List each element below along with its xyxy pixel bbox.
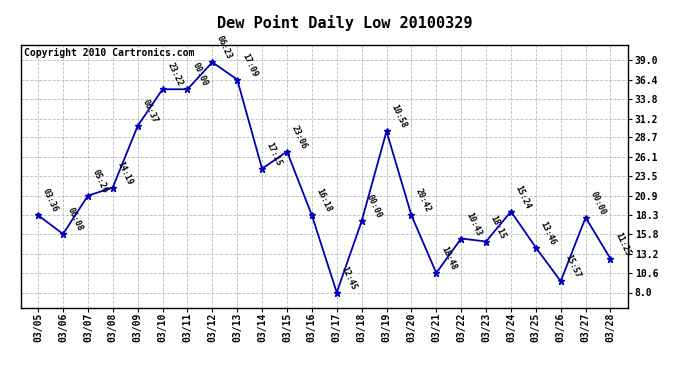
Text: 13:46: 13:46: [539, 220, 558, 246]
Text: 11:25: 11:25: [613, 231, 632, 257]
Text: 15:24: 15:24: [514, 184, 533, 210]
Text: 10:43: 10:43: [464, 211, 483, 237]
Text: 18:48: 18:48: [439, 245, 457, 272]
Text: Copyright 2010 Cartronics.com: Copyright 2010 Cartronics.com: [23, 48, 194, 58]
Text: 14:19: 14:19: [115, 160, 135, 186]
Text: 20:42: 20:42: [414, 188, 433, 214]
Text: 23:22: 23:22: [166, 62, 184, 88]
Text: 15:57: 15:57: [564, 254, 582, 280]
Text: 18:15: 18:15: [489, 214, 508, 240]
Text: 05:26: 05:26: [90, 168, 110, 194]
Text: 00:00: 00:00: [589, 190, 607, 216]
Text: 17:15: 17:15: [265, 141, 284, 167]
Text: 06:08: 06:08: [66, 206, 84, 232]
Text: 16:18: 16:18: [315, 188, 333, 214]
Text: 00:00: 00:00: [190, 62, 209, 88]
Text: 03:36: 03:36: [41, 188, 59, 214]
Text: 17:09: 17:09: [240, 52, 259, 78]
Text: Dew Point Daily Low 20100329: Dew Point Daily Low 20100329: [217, 15, 473, 31]
Text: 06:23: 06:23: [215, 34, 234, 61]
Text: 23:06: 23:06: [290, 124, 308, 150]
Text: 06:37: 06:37: [141, 98, 159, 124]
Text: 00:00: 00:00: [364, 194, 383, 220]
Text: 12:45: 12:45: [339, 265, 358, 291]
Text: 10:58: 10:58: [389, 104, 408, 130]
